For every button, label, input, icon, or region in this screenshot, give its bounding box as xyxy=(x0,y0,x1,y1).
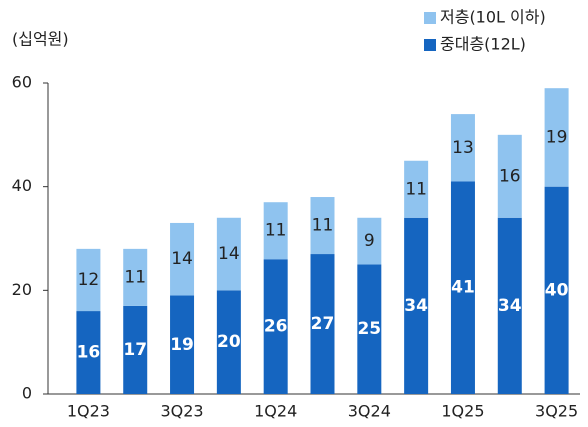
x-tick-label: 3Q25 xyxy=(535,402,578,421)
value-label: 14 xyxy=(171,249,193,269)
y-tick-label: 20 xyxy=(12,280,32,299)
x-tick-label: 1Q23 xyxy=(67,402,110,421)
value-label: 9 xyxy=(364,231,375,251)
bar-segment xyxy=(497,217,522,394)
value-label: 11 xyxy=(265,221,287,241)
legend-label: 저층(10L 이하) xyxy=(440,8,546,27)
value-label: 34 xyxy=(498,296,522,316)
value-label: 11 xyxy=(124,267,146,287)
bar-segment xyxy=(497,134,522,218)
value-label: 27 xyxy=(311,314,335,334)
bar-segment xyxy=(170,295,195,394)
value-label: 11 xyxy=(312,216,334,236)
bar-segment xyxy=(544,186,569,394)
x-tick-label: 3Q23 xyxy=(160,402,203,421)
value-label: 20 xyxy=(217,332,241,352)
bar-segment xyxy=(357,217,382,265)
x-tick-label: 3Q24 xyxy=(348,402,391,421)
bar-segment xyxy=(76,248,101,312)
value-label: 25 xyxy=(357,319,381,339)
bar-segment xyxy=(404,160,429,218)
value-label: 11 xyxy=(405,179,427,199)
bar-segment xyxy=(216,217,241,291)
legend-swatch xyxy=(424,12,436,24)
y-tick-label: 0 xyxy=(22,384,32,403)
bar-segment xyxy=(404,217,429,394)
unit-label: (십억원) xyxy=(12,30,69,49)
value-label: 16 xyxy=(499,166,521,186)
y-tick-label: 40 xyxy=(12,176,32,195)
value-label: 26 xyxy=(264,317,288,337)
bar-segment xyxy=(544,88,569,187)
x-tick-label: 1Q25 xyxy=(441,402,484,421)
y-tick-label: 60 xyxy=(12,73,32,92)
x-tick-label: 1Q24 xyxy=(254,402,297,421)
value-label: 40 xyxy=(545,280,569,300)
value-label: 17 xyxy=(123,340,147,360)
value-label: 34 xyxy=(404,296,428,316)
value-label: 13 xyxy=(452,138,474,158)
bar-segment xyxy=(216,290,241,394)
value-label: 19 xyxy=(546,127,568,147)
value-label: 12 xyxy=(78,270,100,290)
value-label: 16 xyxy=(77,343,101,363)
value-label: 14 xyxy=(218,244,240,264)
bar-segment xyxy=(170,222,195,296)
bar-segment xyxy=(263,202,288,260)
legend-swatch xyxy=(424,39,436,51)
legend-label: 중대층(12L) xyxy=(440,35,526,54)
bar-segment xyxy=(310,254,335,394)
bar-segment xyxy=(450,114,475,182)
bar-segment xyxy=(310,197,335,255)
bar-segment xyxy=(450,181,475,394)
value-label: 19 xyxy=(170,335,194,355)
bar-segment xyxy=(123,248,148,306)
bar-segment xyxy=(263,259,288,394)
bar-segment xyxy=(357,264,382,394)
bar-segment xyxy=(76,311,101,394)
value-label: 41 xyxy=(451,278,475,298)
bar-segment xyxy=(123,305,148,394)
